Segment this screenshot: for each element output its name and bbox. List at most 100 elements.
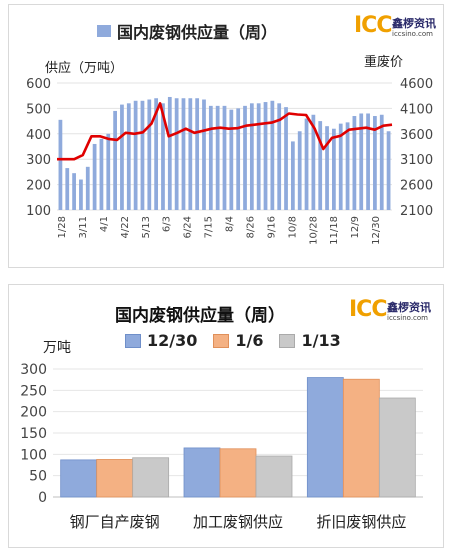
- icc-logo-2: ICC 鑫椤资讯 iccsino.com: [349, 297, 433, 327]
- x-tick-14: 12/9: [350, 216, 361, 238]
- supply-bar-19: [188, 98, 193, 210]
- right-tick-1: 2600: [400, 179, 433, 194]
- bar-1-0: [183, 447, 221, 498]
- bar-0-1: [96, 459, 134, 498]
- logo-brand: ICC: [354, 13, 392, 38]
- ytick2-5: 250: [20, 383, 47, 399]
- supply-bar-14: [154, 98, 159, 210]
- supply-price-plot: 100 200 300 400 500 600 2100 2600 3100 3600 4100 46…: [26, 77, 433, 245]
- icc-logo: ICC 鑫椤资讯 iccsino.com: [354, 13, 438, 43]
- legend-label-s1: 1/6: [235, 331, 264, 350]
- supply-bar-46: [373, 116, 377, 210]
- x-tick-10: 9/16: [266, 216, 277, 238]
- x-tick-11: 10/8: [287, 216, 298, 238]
- supply-by-source-plot: 0 50 100 150 200 250 300 钢厂自产废钢 加工废钢供应 折旧废钢供应: [20, 362, 423, 531]
- left-axis-label: 供应（万吨）: [45, 61, 124, 76]
- x-tick-5: 6/3: [162, 216, 173, 232]
- supply-bar-4: [85, 166, 90, 210]
- ytick2-2: 100: [20, 447, 47, 463]
- supply-bar-26: [236, 108, 241, 210]
- supply-bar-35: [297, 131, 302, 210]
- supply-bar-2: [72, 173, 76, 210]
- left-tick-3: 400: [26, 128, 51, 143]
- left-tick-5: 600: [26, 77, 51, 92]
- x-tick-6: 6/24: [183, 216, 194, 238]
- supply-bar-40: [332, 128, 336, 210]
- supply-bar-15: [161, 103, 165, 210]
- supply-bar-28: [249, 103, 254, 210]
- supply-bar-38: [318, 121, 323, 210]
- supply-bar-29: [256, 103, 261, 210]
- supply-bar-36: [304, 118, 309, 210]
- legend-swatch-s2: [279, 333, 296, 348]
- left-tick-1: 200: [26, 179, 51, 194]
- supply-bar-33: [284, 107, 288, 210]
- supply-bar-6: [99, 138, 104, 210]
- bar-1-2: [255, 455, 293, 498]
- right-tick-3: 3600: [400, 128, 433, 143]
- left-tick-0: 100: [26, 204, 51, 219]
- category-label-0: 钢厂自产废钢: [70, 513, 160, 531]
- left-tick-2: 300: [26, 153, 51, 168]
- supply-bar-1: [65, 168, 70, 210]
- supply-bar-0: [58, 119, 63, 210]
- supply-bar-37: [311, 114, 316, 210]
- x-tick-8: 8/4: [225, 216, 236, 232]
- ytick2-0: 0: [38, 490, 47, 506]
- right-tick-4: 4100: [400, 102, 433, 117]
- supply-bar-25: [229, 109, 234, 210]
- x-tick-15: 12/30: [371, 216, 382, 245]
- x-tick-7: 7/15: [204, 216, 215, 238]
- ytick2-4: 200: [20, 405, 47, 421]
- supply-bar-24: [222, 105, 227, 210]
- right-tick-0: 2100: [400, 204, 433, 219]
- ytick2-1: 50: [29, 469, 47, 485]
- supply-bar-42: [345, 122, 350, 210]
- x-tick-12: 10/28: [308, 216, 319, 245]
- supply-bar-45: [366, 113, 370, 210]
- legend-swatch-supply: [97, 25, 111, 37]
- chart1-legend: 国内废钢供应量（周）: [97, 19, 277, 43]
- bar-2-1: [342, 378, 380, 498]
- logo-cn-2: 鑫椤资讯: [387, 301, 431, 314]
- right-tick-2: 3100: [400, 153, 433, 168]
- supply-bar-10: [126, 103, 131, 210]
- supply-by-source-chart: 0 50 100 150 200 250 300 钢厂自产废钢 加工废钢供应 折旧废钢供应 国内废…: [8, 284, 444, 548]
- logo-url-2: iccsino.com: [387, 314, 429, 322]
- supply-bar-43: [352, 116, 357, 210]
- supply-bar-47: [379, 114, 384, 210]
- supply-bar-3: [79, 179, 83, 210]
- supply-bar-20: [195, 98, 200, 210]
- x-tick-2: 4/1: [99, 216, 110, 232]
- legend-label-supply: 国内废钢供应量（周）: [117, 23, 278, 42]
- x-tick-4: 5/13: [141, 216, 152, 238]
- supply-bar-12: [140, 100, 145, 210]
- supply-bar-8: [113, 110, 117, 210]
- chart2-title: 国内废钢供应量（周）: [115, 306, 285, 326]
- supply-bar-16: [167, 96, 172, 210]
- x-tick-1: 3/11: [78, 216, 89, 238]
- legend-swatch-s1: [213, 333, 230, 348]
- right-tick-5: 4600: [400, 77, 433, 92]
- bar-2-2: [378, 397, 416, 498]
- supply-bar-23: [215, 105, 220, 210]
- ytick2-3: 150: [20, 426, 47, 442]
- weekly-supply-price-chart: 100 200 300 400 500 600 2100 2600 3100 3600 4100 46…: [8, 4, 444, 268]
- x-tick-13: 11/18: [329, 216, 340, 245]
- chart2-legend: 12/30 1/6 1/13: [125, 331, 341, 350]
- supply-bar-18: [181, 98, 186, 210]
- x-tick-0: 1/28: [57, 216, 68, 238]
- supply-bar-34: [290, 141, 295, 210]
- x-tick-9: 8/26: [245, 216, 256, 238]
- supply-bar-21: [202, 99, 206, 210]
- legend-label-s0: 12/30: [147, 331, 198, 350]
- supply-bar-41: [338, 123, 343, 210]
- supply-bar-39: [325, 126, 329, 210]
- category-label-2: 折旧废钢供应: [316, 513, 406, 531]
- supply-bar-9: [120, 104, 124, 210]
- bar-1-1: [219, 448, 257, 498]
- supply-bar-32: [277, 103, 282, 210]
- right-axis-label: 重废价: [364, 55, 404, 70]
- bar-0-0: [60, 459, 98, 498]
- supply-bar-22: [208, 105, 213, 210]
